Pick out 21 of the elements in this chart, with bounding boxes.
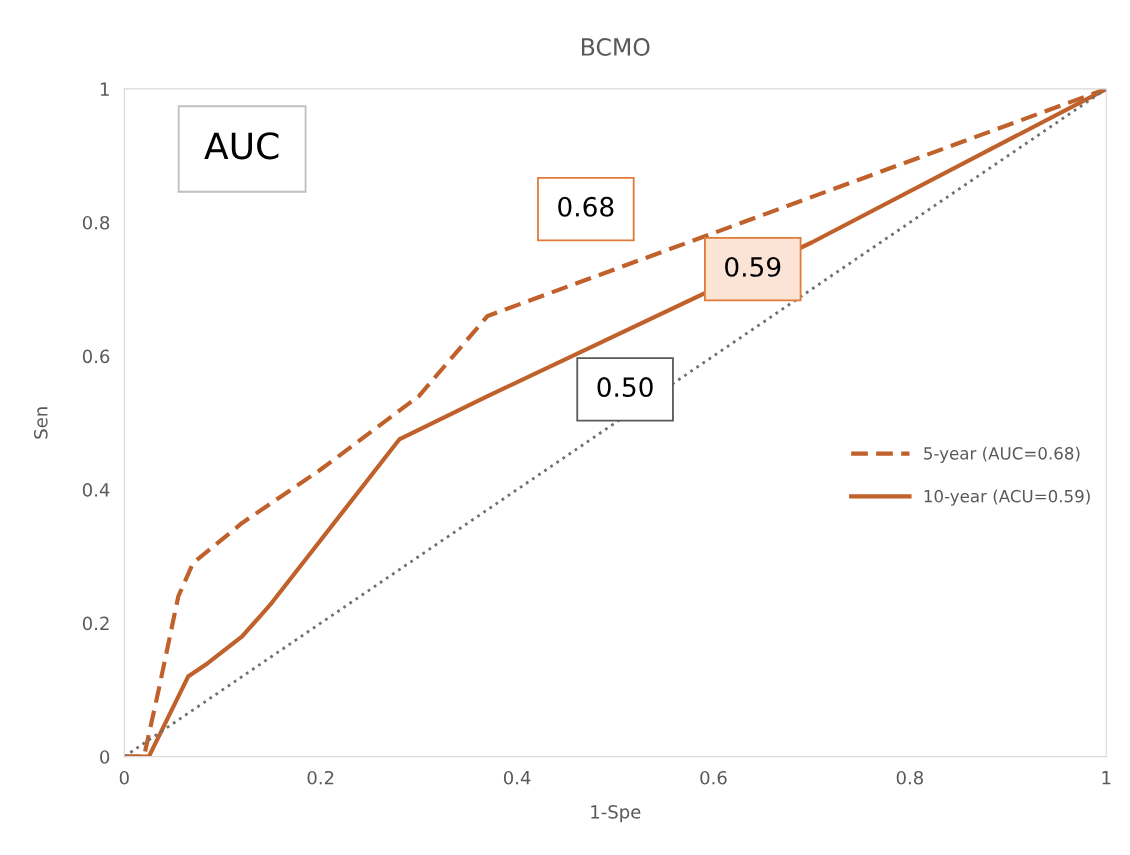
legend-label: 10-year (ACU=0.59): [924, 489, 1090, 506]
x-tick-label: 0.8: [896, 770, 923, 785]
annotation: AUC: [204, 132, 279, 160]
y-tick-label: 0.2: [82, 616, 109, 631]
y-tick-label: 0: [100, 750, 110, 764]
x-axis-title: 1-Spe: [591, 805, 641, 823]
legend-label: 5-year (AUC=0.68): [924, 446, 1080, 463]
x-tick-label: 1: [1102, 771, 1111, 785]
y-tick-label: 0.6: [82, 349, 110, 364]
y-tick-label: 0.4: [82, 483, 110, 497]
x-tick-label: 0.4: [503, 770, 531, 785]
annotation: 0.50: [597, 377, 653, 398]
y-tick-label: 0.8: [82, 215, 110, 230]
chart-title: BCMO: [581, 38, 650, 56]
x-tick-label: 0: [119, 770, 129, 785]
annotation: 0.68: [558, 196, 614, 217]
y-axis-title: Sen: [33, 407, 48, 439]
annotation: 0.59: [725, 256, 781, 277]
y-tick-label: 1: [100, 82, 109, 96]
x-tick-label: 0.6: [700, 770, 727, 785]
x-tick-label: 0.2: [307, 770, 334, 785]
